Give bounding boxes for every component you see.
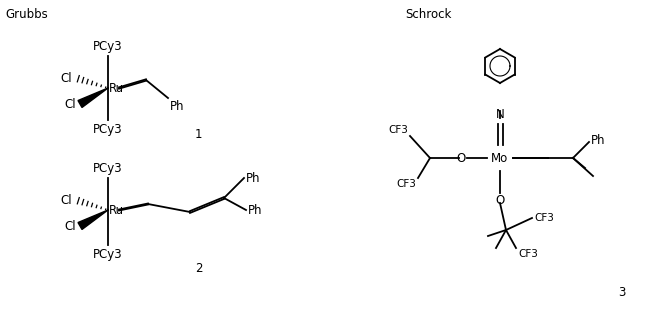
Text: O: O [495,194,505,207]
Text: Ph: Ph [248,203,262,216]
Text: CF3: CF3 [396,179,416,189]
Text: Mo: Mo [492,151,508,164]
Text: Cl: Cl [65,98,76,111]
Text: 1: 1 [195,128,202,141]
Text: Ru: Ru [109,203,124,216]
Text: PCy3: PCy3 [93,123,123,136]
Text: Cl: Cl [65,219,76,232]
Text: Cl: Cl [60,193,72,206]
Text: CF3: CF3 [518,249,538,259]
Text: 2: 2 [195,262,202,275]
Text: PCy3: PCy3 [93,40,123,53]
Text: 3: 3 [618,287,625,300]
Polygon shape [78,88,108,108]
Text: CF3: CF3 [388,125,408,135]
Text: CF3: CF3 [534,213,554,223]
Polygon shape [78,210,108,229]
Text: Cl: Cl [60,72,72,84]
Text: Ph: Ph [591,134,605,147]
Text: PCy3: PCy3 [93,162,123,175]
Text: Ph: Ph [246,172,260,185]
Text: N: N [495,108,505,121]
Text: Schrock: Schrock [405,8,452,21]
Text: Ru: Ru [109,82,124,95]
Text: Grubbs: Grubbs [5,8,48,21]
Text: Ph: Ph [170,100,185,113]
Text: PCy3: PCy3 [93,248,123,261]
Text: O: O [457,151,466,164]
